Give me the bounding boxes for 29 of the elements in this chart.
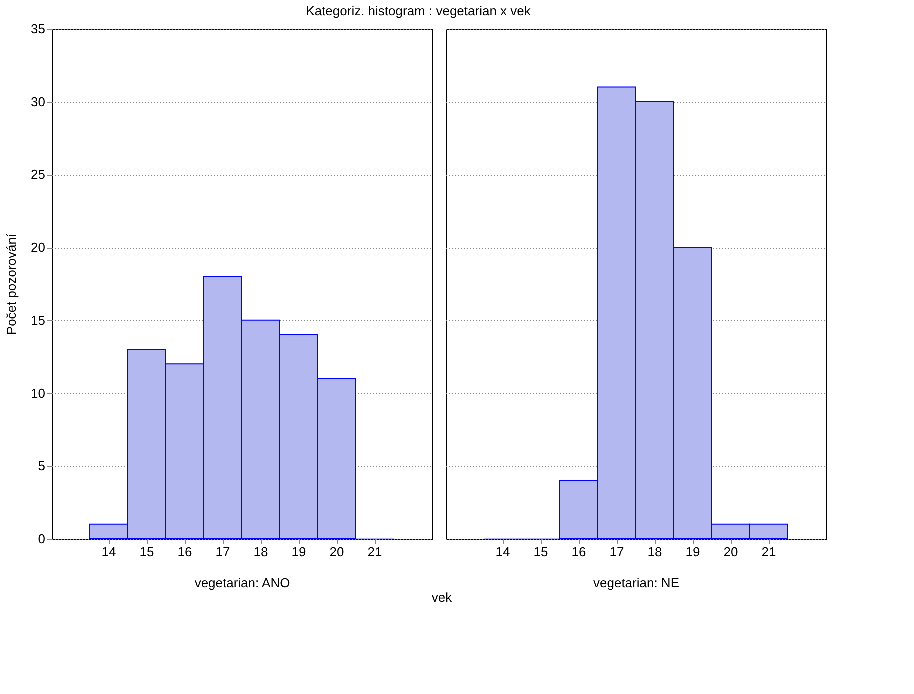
x-tick-label: 19 (686, 544, 700, 560)
y-tick-label: 30 (31, 94, 46, 110)
x-tick-label: 20 (330, 544, 344, 560)
x-tick-label: 14 (496, 544, 510, 560)
x-tick-label: 16 (178, 544, 192, 560)
x-tick-label: 15 (140, 544, 154, 560)
x-tick-label: 21 (368, 544, 382, 560)
x-axis-title: vegetarian: ANO (194, 576, 290, 590)
y-axis-title: Počet pozorování (4, 234, 20, 336)
x-tick-label: 16 (572, 544, 586, 560)
y-tick-label: 35 (31, 22, 46, 36)
y-tick-label: 5 (38, 458, 46, 474)
x-tick-label: 19 (292, 544, 306, 560)
x-tick-label: 18 (648, 544, 662, 560)
x-axis-title: vegetarian: NE (594, 576, 680, 590)
y-tick-label: 15 (31, 312, 46, 328)
x-tick-label: 21 (762, 544, 776, 560)
y-tick-label: 10 (31, 386, 46, 401)
x-tick-label: 18 (254, 544, 268, 560)
y-tick-label: 0 (38, 532, 46, 546)
text: vek (432, 590, 453, 605)
x-tick-label: 17 (216, 544, 230, 560)
x-tick-label: 14 (102, 544, 116, 560)
x-tick-label: 15 (534, 544, 548, 560)
chart-title: Kategoriz. histogram : vegetarian x vek (306, 4, 532, 18)
y-tick-label: 20 (31, 240, 46, 256)
x-tick-label: 17 (610, 544, 624, 560)
x-tick-label: 20 (724, 544, 738, 560)
y-tick-label: 25 (31, 167, 46, 182)
